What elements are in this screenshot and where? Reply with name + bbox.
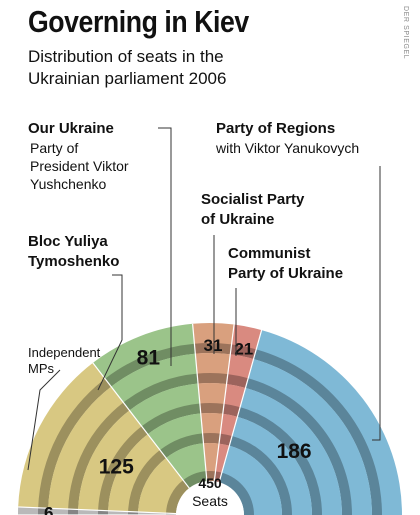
wedge-step	[253, 349, 382, 515]
wedge-step	[38, 507, 49, 515]
wedge-divider	[92, 362, 190, 489]
wedge-step	[183, 471, 207, 489]
wedge-our-ukraine	[92, 323, 207, 489]
wedge-party-of-regions	[218, 329, 402, 515]
wedge-step	[123, 373, 199, 411]
wedge-step	[98, 426, 148, 511]
value-label-communist-party-of-ukraine: 21	[234, 339, 253, 358]
value-labels: 6 125 81 31 21 186	[44, 336, 312, 515]
wedge-step	[214, 471, 222, 483]
value-label-independent-mps: 6	[44, 504, 53, 515]
wedge-step	[202, 433, 221, 444]
wedge-step	[222, 403, 241, 417]
wedge-band	[129, 383, 201, 435]
center-area	[176, 481, 244, 515]
wedge-step	[105, 343, 196, 387]
wedge-step	[206, 471, 216, 482]
wedge-step	[199, 403, 225, 414]
chart-title: Governing in Kiev	[28, 4, 249, 39]
wedge-communist-party-of-ukraine	[213, 324, 262, 483]
wedge-step	[38, 378, 112, 509]
wedge-step	[159, 433, 204, 458]
total-value: 450	[198, 475, 222, 491]
wedge-step	[197, 373, 228, 385]
wedges	[18, 322, 402, 515]
wedge-step	[166, 480, 190, 514]
value-label-party-of-regions: 186	[277, 440, 312, 463]
wedge-step	[68, 402, 130, 510]
total-label: Seats	[192, 493, 228, 509]
value-label-socialist-party-of-ukraine: 31	[204, 336, 223, 355]
label-our-ukraine-detail: Party of President Viktor Yushchenko	[30, 140, 129, 192]
value-label-bloc-yuliya-tymoshenko: 125	[99, 455, 134, 478]
chart-subtitle: Distribution of seats in the Ukrainian p…	[28, 47, 227, 88]
wedge-band	[253, 330, 402, 515]
wedge-step	[219, 472, 254, 515]
label-communist-party: Communist Party of Ukraine	[228, 245, 343, 282]
wedge-step	[68, 509, 79, 515]
wedge-step	[245, 378, 352, 515]
label-bloc-tymoshenko-title: Bloc Yuliya Tymoshenko	[28, 233, 119, 270]
label-socialist-party: Socialist Party of Ukraine	[201, 191, 305, 228]
wedge-step	[98, 510, 109, 515]
wedge-bloc-yuliya-tymoshenko	[18, 362, 190, 515]
wedge-divider	[218, 329, 263, 483]
leader-independent-mps	[27, 369, 61, 471]
wedge-band	[108, 434, 167, 512]
label-party-of-regions-detail: with Viktor Yanukovych	[215, 140, 359, 156]
label-our-ukraine-title: Our Ukraine	[28, 120, 114, 137]
wedge-step	[230, 344, 257, 359]
wedge-step	[229, 436, 292, 515]
label-party-of-regions-title: Party of Regions	[216, 120, 335, 137]
leader-party-of-regions	[372, 166, 381, 441]
leader-bloc-tymoshenko	[97, 274, 123, 391]
wedge-divider	[18, 506, 177, 515]
wedge-step	[226, 374, 249, 388]
value-label-our-ukraine: 81	[137, 347, 161, 370]
publisher-credit: DER SPIEGEL	[402, 6, 409, 60]
wedge-divider	[192, 323, 208, 482]
wedge-step	[128, 450, 167, 512]
wedge-band	[219, 445, 282, 515]
wedge-step	[219, 433, 233, 446]
wedge-band	[147, 413, 204, 458]
label-independent-mps: Independent MPs	[28, 345, 101, 376]
wedge-step	[237, 407, 322, 515]
leader-our-ukraine	[158, 127, 172, 366]
wedge-divider	[213, 324, 235, 482]
wedge-step	[141, 403, 201, 435]
wedge-step	[194, 343, 232, 355]
